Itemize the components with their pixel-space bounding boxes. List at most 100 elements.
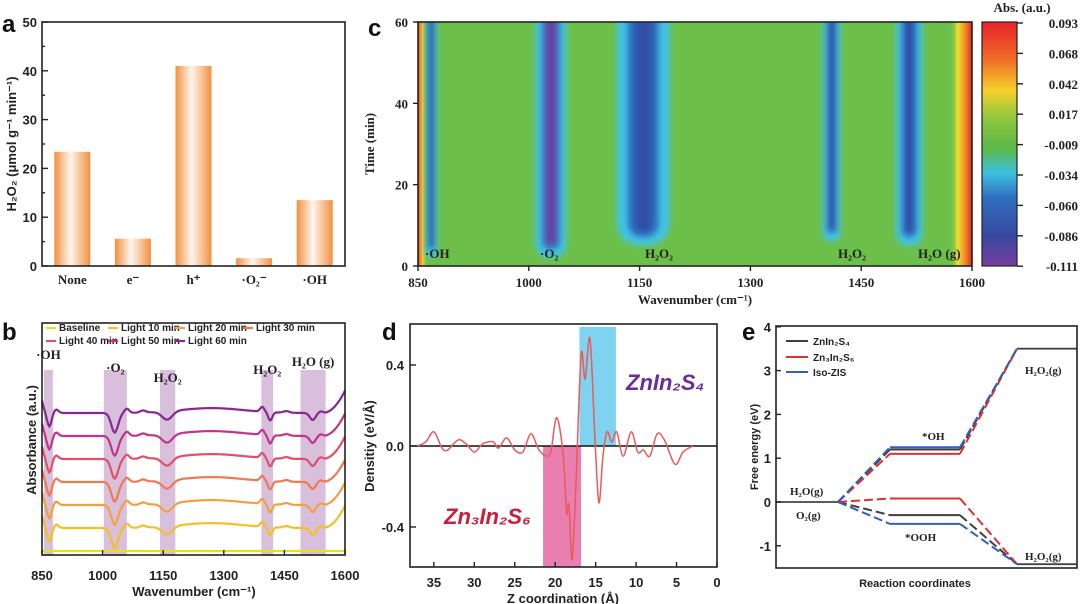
colorbar-tick-label: -0.086 — [1044, 229, 1078, 244]
bar — [54, 151, 91, 266]
feature-label: H₂O (g) — [918, 246, 961, 261]
x-tick-label: 10 — [629, 575, 643, 590]
y-tick-label: -1 — [759, 539, 771, 554]
x-tick-label: ·O₂⁻ — [241, 272, 266, 287]
y-tick-label: 0 — [764, 495, 771, 510]
colorbar — [981, 21, 1018, 267]
annotation-znin2s4: ZnIn₂S₄ — [625, 370, 704, 395]
y-tick-label: 40 — [395, 96, 408, 111]
spectrum-line — [40, 436, 346, 481]
y-tick-label: 50 — [23, 15, 37, 30]
colorbar-tick-label: 0.017 — [1049, 107, 1079, 122]
panel-letter-e: e — [742, 319, 755, 346]
heatmap-band — [828, 22, 835, 228]
feature-label: ·O₂ — [540, 246, 558, 261]
legend-label: ZnIn₂S₄ — [813, 337, 850, 348]
dashed-connector — [959, 523, 1018, 566]
heatmap-band — [904, 22, 914, 233]
x-axis-label: Wavenumber (cm⁻¹) — [638, 292, 752, 307]
x-tick-label: h⁺ — [186, 272, 200, 287]
y-axis-label: Densitiy (eV/Å) — [362, 400, 377, 492]
dashed-connector — [837, 501, 891, 525]
band-label: H₂O₂ — [154, 370, 182, 385]
x-tick-label: 1150 — [149, 568, 177, 583]
colorbar-title: Abs. (a.u.) — [993, 0, 1050, 15]
legend-label: Light 20 min — [188, 323, 247, 334]
y-tick-label: 0 — [402, 259, 409, 274]
x-tick-label: None — [58, 272, 87, 287]
panel-letter-a: a — [2, 11, 16, 38]
x-axis-label: Reaction coordinates — [859, 578, 971, 590]
label-o2: O₂(g) — [796, 510, 821, 522]
legend-label: Light 50 min — [121, 336, 180, 347]
y-tick-label: 60 — [395, 15, 408, 30]
heatmap — [418, 22, 972, 266]
colorbar-tick-label: -0.009 — [1044, 138, 1078, 153]
heatmap-features — [425, 22, 923, 258]
colorbar-tick-label: -0.060 — [1044, 198, 1078, 213]
band-label: H₂O (g) — [292, 354, 335, 369]
legend-label: Light 40 min — [59, 336, 118, 347]
legend-label: Zn₃In₂S₆ — [813, 353, 854, 364]
label-ooh: *OOH — [905, 532, 937, 544]
y-tick-label: 0.0 — [386, 439, 404, 454]
legend-label: Light 30 min — [256, 323, 315, 334]
x-tick-label: 850 — [31, 568, 53, 583]
y-tick-label: 40 — [23, 64, 37, 79]
dashed-connector — [959, 348, 1018, 448]
y-tick-label: 1 — [764, 451, 771, 466]
y-tick-label: 4 — [764, 320, 772, 335]
heatmap-band — [546, 22, 556, 245]
dashed-connector — [837, 446, 891, 503]
panel-letter-c: c — [368, 15, 381, 42]
spectrum-line — [40, 482, 346, 527]
plot-frame — [775, 325, 1078, 569]
band-highlight — [44, 370, 53, 556]
y-tick-label: 20 — [23, 161, 37, 176]
x-tick-label: 1000 — [88, 568, 117, 583]
region-znin2s4 — [579, 327, 616, 446]
legend-label: Light 10 min — [121, 323, 180, 334]
dashed-connector — [837, 501, 891, 517]
density-line — [417, 336, 694, 561]
feature-label: H₂O₂ — [838, 246, 866, 261]
heatmap-background — [418, 22, 972, 266]
spectrum-line — [40, 390, 346, 435]
y-tick-label: 0 — [30, 259, 37, 274]
dashed-connector — [959, 514, 1018, 565]
heatmap-edge — [950, 22, 972, 266]
legend-label: Light 60 min — [188, 336, 247, 347]
y-axis-label: Free energy (eV) — [749, 404, 761, 491]
label-oh: *OH — [922, 431, 945, 443]
x-tick-label: 1450 — [270, 568, 299, 583]
band-label: ·O₂ — [106, 360, 124, 375]
heatmap-band — [429, 22, 434, 245]
spectrum-line — [40, 505, 346, 550]
x-tick-label: 1300 — [737, 275, 763, 290]
colorbar-tick-label: 0.068 — [1049, 46, 1079, 61]
legend-label: Iso-ZIS — [813, 368, 847, 379]
label-h2o2-top: H₂O₂(g) — [1025, 365, 1062, 377]
dashed-connector — [837, 453, 891, 503]
x-tick-label: e⁻ — [127, 272, 140, 287]
x-tick-label: 35 — [427, 575, 441, 590]
band-label: ·OH — [36, 347, 61, 362]
legend-label: Baseline — [59, 323, 101, 334]
x-tick-label: 15 — [588, 575, 602, 590]
y-axis-label: H₂O₂ (μmol g⁻¹ min⁻¹) — [4, 76, 19, 211]
x-tick-label: 30 — [467, 575, 481, 590]
y-axis-label: Time (min) — [362, 113, 377, 175]
y-tick-label: 2 — [764, 407, 771, 422]
dashed-connector — [837, 448, 891, 503]
bar — [114, 238, 151, 266]
y-tick-label: -0.4 — [382, 520, 405, 535]
x-tick-label: 1150 — [627, 275, 652, 290]
y-axis-label: Absorbance (a.u.) — [24, 385, 39, 495]
x-tick-label: 1450 — [848, 275, 874, 290]
dashed-connector — [837, 497, 891, 503]
y-tick-label: 10 — [23, 210, 37, 225]
band-label: H₂O₂ — [253, 362, 281, 377]
colorbar-tick-label: -0.034 — [1044, 168, 1078, 183]
colorbar-tick-label: 0.093 — [1049, 16, 1079, 31]
